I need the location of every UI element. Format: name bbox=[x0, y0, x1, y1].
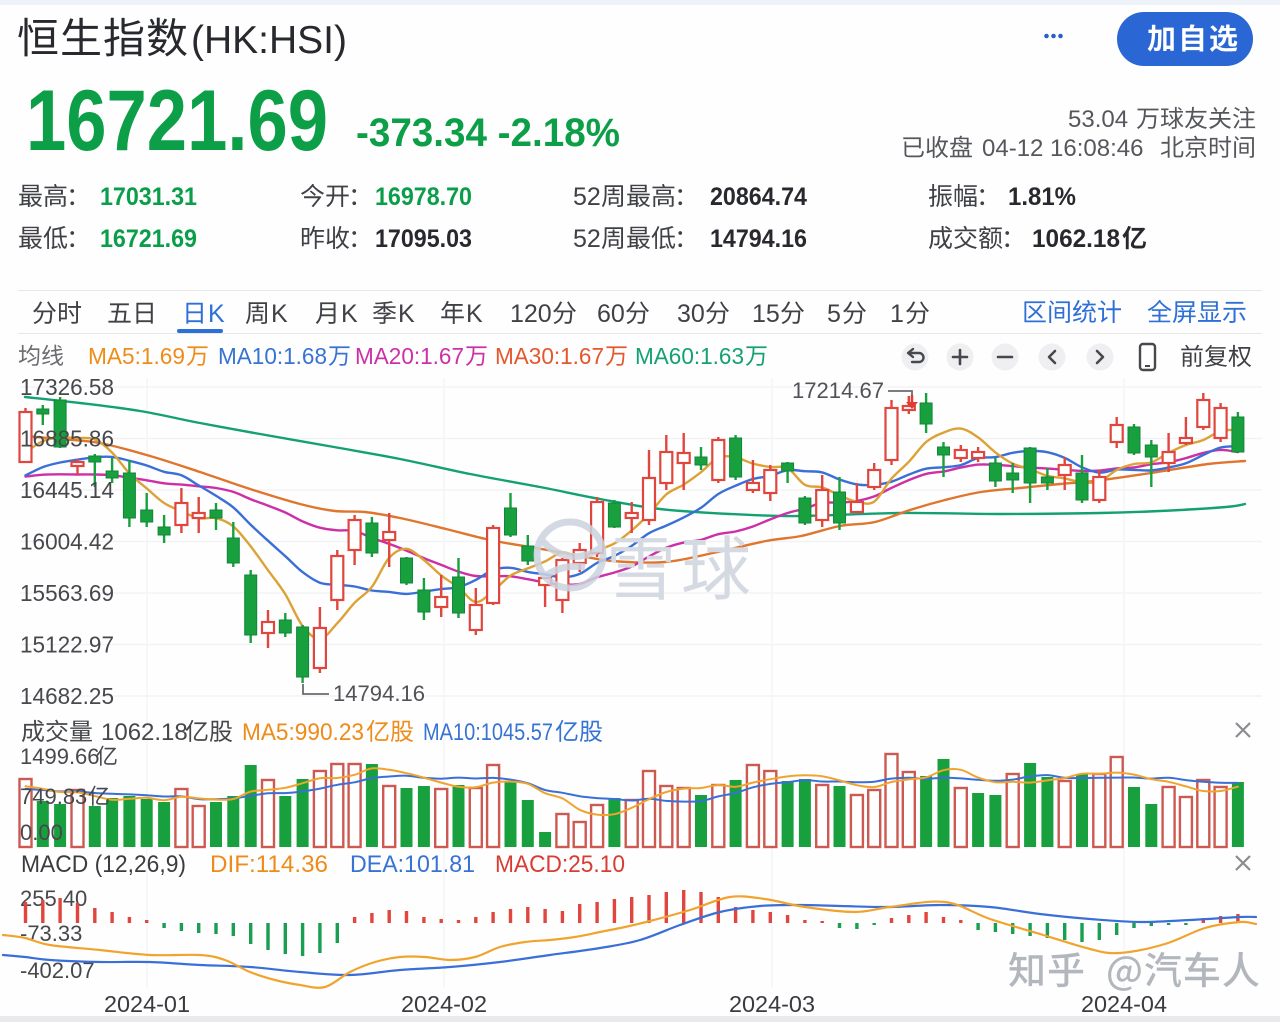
svg-text:14682.25: 14682.25 bbox=[20, 683, 114, 709]
svg-text:2024-02: 2024-02 bbox=[401, 991, 487, 1017]
svg-text:17326.58: 17326.58 bbox=[20, 374, 114, 400]
svg-text:60: 60 bbox=[597, 300, 625, 328]
svg-text:-73.33: -73.33 bbox=[20, 921, 82, 946]
svg-text:MA10:1045.57: MA10:1045.57 bbox=[423, 719, 553, 746]
svg-text:(HK:HSI): (HK:HSI) bbox=[191, 19, 347, 62]
svg-text:2024-04: 2024-04 bbox=[1081, 991, 1167, 1017]
svg-text:MA10:1.68: MA10:1.68 bbox=[218, 343, 327, 369]
svg-text:52: 52 bbox=[573, 225, 601, 253]
svg-text:16004.42: 16004.42 bbox=[20, 529, 114, 555]
svg-text:1062.18: 1062.18 bbox=[1032, 225, 1120, 253]
svg-text:17095.03: 17095.03 bbox=[375, 225, 472, 253]
svg-text:MA5:1.69: MA5:1.69 bbox=[88, 343, 185, 369]
svg-text:0.00: 0.00 bbox=[20, 820, 63, 845]
svg-text:16721.69: 16721.69 bbox=[26, 73, 328, 169]
svg-text:DEA:101.81: DEA:101.81 bbox=[350, 851, 475, 878]
svg-text:15122.97: 15122.97 bbox=[20, 632, 114, 658]
svg-text:120: 120 bbox=[510, 300, 552, 328]
svg-text:K: K bbox=[208, 300, 225, 328]
svg-text:MA60:1.63: MA60:1.63 bbox=[635, 343, 744, 369]
svg-text:MACD:25.10: MACD:25.10 bbox=[495, 851, 625, 878]
svg-text:2024-01: 2024-01 bbox=[104, 991, 190, 1017]
svg-text:2024-03: 2024-03 bbox=[729, 991, 815, 1017]
svg-text:30: 30 bbox=[677, 300, 705, 328]
svg-text:14794.16: 14794.16 bbox=[333, 681, 425, 706]
svg-text:749.83: 749.83 bbox=[20, 784, 87, 809]
svg-text:MA30:1.67: MA30:1.67 bbox=[495, 343, 604, 369]
svg-text:DIF:114.36: DIF:114.36 bbox=[210, 851, 328, 878]
svg-text:5: 5 bbox=[827, 300, 841, 328]
svg-text:17214.67: 17214.67 bbox=[792, 378, 884, 403]
svg-text:K: K bbox=[466, 300, 483, 328]
svg-text:15563.69: 15563.69 bbox=[20, 580, 114, 606]
svg-text:K: K bbox=[341, 300, 358, 328]
svg-text:14794.16: 14794.16 bbox=[710, 225, 807, 253]
svg-text:16721.69: 16721.69 bbox=[100, 225, 197, 253]
svg-text:1499.66: 1499.66 bbox=[20, 744, 100, 769]
svg-text:1062.18: 1062.18 bbox=[101, 719, 188, 746]
svg-text:04-12 16:08:46: 04-12 16:08:46 bbox=[982, 135, 1143, 162]
svg-text:16978.70: 16978.70 bbox=[375, 183, 472, 211]
svg-text:-373.34 -2.18%: -373.34 -2.18% bbox=[356, 111, 620, 155]
svg-text:1: 1 bbox=[890, 300, 904, 328]
svg-text:MA20:1.67: MA20:1.67 bbox=[355, 343, 464, 369]
svg-text:17031.31: 17031.31 bbox=[100, 183, 197, 211]
svg-text:16445.14: 16445.14 bbox=[20, 477, 114, 503]
svg-text:52: 52 bbox=[573, 183, 601, 211]
svg-text:15: 15 bbox=[752, 300, 780, 328]
svg-text:1.81%: 1.81% bbox=[1008, 183, 1076, 211]
svg-text:53.04: 53.04 bbox=[1068, 106, 1128, 133]
svg-text:K: K bbox=[398, 300, 415, 328]
svg-text:MACD (12,26,9): MACD (12,26,9) bbox=[21, 851, 186, 878]
svg-text:K: K bbox=[271, 300, 288, 328]
svg-text:16885.86: 16885.86 bbox=[20, 426, 114, 452]
svg-text:20864.74: 20864.74 bbox=[710, 183, 807, 211]
svg-text:MA5:990.23: MA5:990.23 bbox=[242, 719, 364, 746]
